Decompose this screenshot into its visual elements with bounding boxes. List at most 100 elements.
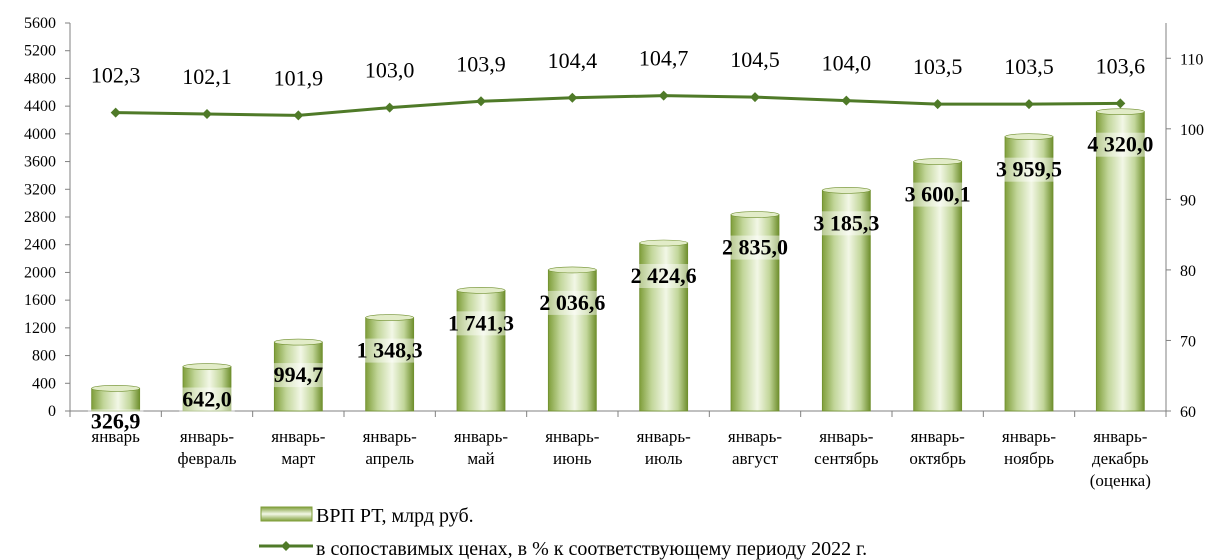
line-data-label: 102,3 [91,63,141,88]
bar-data-label-bg [445,311,517,336]
line-data-label: 104,7 [639,46,689,71]
category-label: январь-октябрь [909,427,966,468]
line-point [110,107,121,118]
left-tick-label: 2400 [24,237,56,254]
bar-top [1096,108,1145,115]
bar-data-label-bg [810,211,883,236]
bar-body [273,341,323,412]
bar [182,363,232,412]
line-point [202,109,212,120]
bar-body [821,189,871,412]
bar-body [182,366,232,412]
bar [1095,108,1145,412]
bar [730,211,780,412]
bar-data-label-text: 994,7 [274,362,324,387]
bar [91,385,141,412]
line-data-label: 103,5 [913,54,963,79]
bar-data-label: 642,0 [179,387,235,412]
bar-body [365,317,415,412]
line-point [841,95,852,106]
left-tick-label: 1600 [24,292,56,309]
left-tick-label: 5600 [24,15,56,32]
bar-data-label-bg [901,182,974,207]
bar-data-label-bg [179,387,235,412]
line-data-label: 103,5 [1004,54,1054,79]
bar-top [822,187,871,194]
category-label: январь-ноябрь [1002,427,1057,468]
left-tick-label: 800 [32,348,56,365]
category-label: январь-февраль [177,427,236,468]
bar-top [730,211,780,218]
category-label: январь-июль [637,427,692,468]
bar-data-label: 2 424,6 [627,263,700,289]
left-tick-label: 1200 [24,320,56,337]
bar-body [913,161,963,412]
category-label: январь-сентябрь [814,427,879,468]
bar-data-label-text: 3 600,1 [905,182,971,207]
legend-item-bars: ВРП РТ, млрд руб. [260,505,474,527]
bar-top [456,287,506,294]
bar-top [639,239,688,247]
line-data-labels: 102,3 102,1 101,9 103,0 103,9 104,4 104,7 104,5… [91,46,1145,91]
bar-data-label: 1 348,3 [353,338,426,363]
line-point [384,102,395,113]
bar-data-label-bg [719,235,791,260]
bar-data-label: 4 320,0 [1084,132,1157,157]
line-point [293,110,304,121]
bar-data-label-bg [627,264,700,289]
bar-top [548,266,597,274]
bar [913,158,963,412]
bar-data-label: 2 036,6 [536,290,609,315]
legend-label-bars: ВРП РТ, млрд руб. [316,505,474,527]
category-labels: январь январь-февраль январь-март январь-ап… [91,427,1150,490]
bar-data-label: 3 600,1 [901,182,974,207]
bar-series [91,108,1145,412]
line-data-label: 104,4 [548,48,598,73]
legend-bar-swatch [260,506,313,522]
line-data-label: 102,1 [182,64,232,89]
bar-body [547,269,597,412]
right-tick-label: 110 [1180,51,1203,68]
bar-top [182,363,232,370]
bar-body [639,242,689,412]
bar-body [1004,136,1054,412]
category-label: январь-апрель [363,427,418,468]
bar-data-label-bg [87,409,144,434]
left-tick-label: 0 [48,403,56,420]
right-axis-ticks: 60 70 80 90 100 110 [1166,51,1204,421]
category-label: январь-март [271,427,326,468]
bar-data-label: 3 185,3 [810,210,883,236]
bar-data-label-text: 4 320,0 [1087,132,1153,157]
bar-data-label-bg [993,157,1065,182]
bar-data-label: 1 741,3 [445,310,517,336]
bar-data-labels: 326,9 642,0 994,7 1 348,3 1 741,3 2 036,6 2 42… [87,132,1157,434]
bar-data-label-text: 1 741,3 [448,310,514,335]
bar [273,338,323,412]
left-axis-ticks: 0 400 800 1200 1600 2000 2400 2800 3200 3600 4000 4… [24,15,70,420]
category-ticks [69,411,1167,417]
category-label: январь [91,427,140,446]
plot-area: 0 400 800 1200 1600 2000 2400 2800 3200 3600 4000 4… [24,15,1204,490]
right-tick-label: 100 [1180,122,1204,139]
bar [365,314,415,412]
line-data-label: 104,5 [730,47,780,72]
left-tick-label: 3200 [24,181,56,198]
left-tick-label: 2000 [24,264,56,281]
bar-data-label-text: 2 835,0 [722,235,788,260]
line-data-label: 103,9 [456,51,506,76]
bar-data-label: 2 835,0 [719,235,791,260]
line-data-label: 101,9 [274,65,324,90]
bar [639,239,689,412]
right-tick-label: 90 [1180,192,1196,209]
bar-data-label: 326,9 [87,408,144,434]
bar-top [365,314,414,321]
bar-top [91,385,140,392]
left-tick-label: 4400 [24,98,56,115]
bar-data-label-bg [536,290,609,315]
line-point [476,96,486,107]
bar-data-label: 994,7 [270,362,327,388]
left-tick-label: 3600 [24,154,56,171]
bar-data-label-text: 642,0 [182,387,232,412]
line-data-label: 103,0 [365,58,415,83]
